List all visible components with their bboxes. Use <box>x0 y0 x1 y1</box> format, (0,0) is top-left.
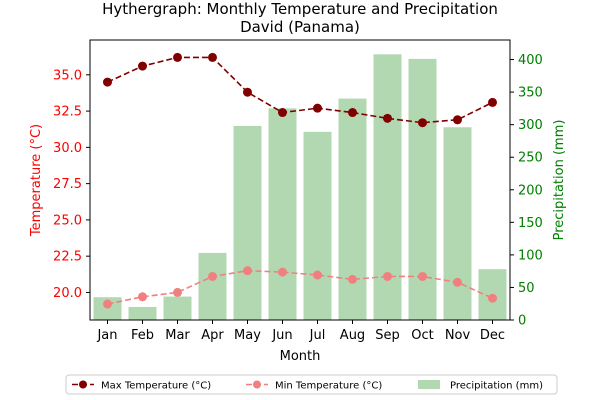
legend-min-label: Min Temperature (°C) <box>275 381 382 392</box>
max-temp-point-apr <box>208 52 217 62</box>
precip-bar-may <box>233 125 262 320</box>
y-left-tick-label: 22.5 <box>53 250 82 265</box>
max-temp-point-sep <box>383 113 392 123</box>
y-right-tick-label: 250 <box>518 151 543 166</box>
min-temp-point-may <box>243 266 252 276</box>
y-right-tick-label: 0 <box>518 314 526 329</box>
y-right-tick-label: 150 <box>518 216 543 231</box>
legend-box <box>65 374 558 395</box>
x-tick-label-jan: Jan <box>96 328 117 343</box>
x-tick-label-nov: Nov <box>445 328 471 343</box>
x-tick-label-sep: Sep <box>375 328 400 343</box>
legend-max-label: Max Temperature (°C) <box>101 381 211 392</box>
precip-bar-nov <box>443 127 472 320</box>
max-temp-point-jun <box>278 108 287 118</box>
min-temp-point-nov <box>453 277 462 287</box>
y-left-tick-label: 25.0 <box>53 213 82 228</box>
min-temp-point-sep <box>383 271 392 281</box>
max-temp-point-dec <box>488 97 497 107</box>
y-right-tick-label: 100 <box>518 248 543 263</box>
max-temp-point-aug <box>348 108 357 118</box>
precip-bar-apr <box>198 252 227 320</box>
min-temp-point-mar <box>173 287 182 297</box>
y-left-tick-label: 27.5 <box>53 177 82 192</box>
precip-bar-jul <box>303 131 332 320</box>
legend-max-marker <box>79 380 87 389</box>
min-temp-point-jul <box>313 270 322 280</box>
max-temp-point-jul <box>313 103 322 113</box>
y-right-tick-label: 400 <box>518 53 543 68</box>
max-temp-point-nov <box>453 115 462 125</box>
y-left-tick-label: 32.5 <box>53 105 82 120</box>
x-axis-label: Month <box>280 349 321 364</box>
max-temp-point-oct <box>418 118 427 128</box>
max-temp-point-jan <box>103 77 112 87</box>
y-left-axis-label: Temperature (°C) <box>29 124 44 237</box>
min-temp-point-feb <box>138 292 147 302</box>
legend-min-marker <box>253 380 261 389</box>
max-temp-point-may <box>243 87 252 97</box>
x-tick-label-jul: Jul <box>309 328 326 343</box>
max-temp-line <box>107 56 493 124</box>
y-right-tick-label: 300 <box>518 118 543 133</box>
y-right-tick-label: 200 <box>518 183 543 198</box>
chart-subtitle: David (Panama) <box>240 18 360 36</box>
precip-bar-feb <box>128 306 157 320</box>
x-tick-label-jun: Jun <box>271 328 292 343</box>
legend-precip-label: Precipitation (mm) <box>450 381 543 392</box>
min-temp-line <box>107 269 493 305</box>
y-left-tick-label: 35.0 <box>53 68 82 83</box>
y-left-tick-label: 30.0 <box>53 141 82 156</box>
x-tick-label-mar: Mar <box>165 328 190 343</box>
legend-precip-patch <box>418 380 440 389</box>
x-tick-label-apr: Apr <box>201 328 224 343</box>
precip-bar-aug <box>338 98 367 321</box>
x-tick-label-aug: Aug <box>340 328 365 343</box>
y-right-tick-label: 350 <box>518 86 543 101</box>
min-temp-point-apr <box>208 271 217 281</box>
x-tick-label-feb: Feb <box>131 328 154 343</box>
y-left-tick-label: 20.0 <box>53 286 82 301</box>
y-right-tick-label: 50 <box>518 281 535 296</box>
precip-bar-jan <box>93 297 122 320</box>
precip-bar-jun <box>268 108 297 320</box>
max-temp-point-mar <box>173 52 182 62</box>
x-tick-label-may: May <box>234 328 261 343</box>
x-tick-label-dec: Dec <box>480 328 505 343</box>
min-temp-point-aug <box>348 274 357 284</box>
y-right-axis-label: Precipitation (mm) <box>552 120 567 241</box>
max-temp-point-feb <box>138 61 147 71</box>
x-tick-label-oct: Oct <box>411 328 433 343</box>
min-temp-point-jun <box>278 267 287 277</box>
min-temp-point-oct <box>418 271 427 281</box>
chart-title: Hythergraph: Monthly Temperature and Pre… <box>102 0 498 18</box>
plot-frame <box>89 39 511 321</box>
precip-bar-mar <box>163 296 192 320</box>
min-temp-point-dec <box>488 293 497 303</box>
min-temp-point-jan <box>103 299 112 309</box>
